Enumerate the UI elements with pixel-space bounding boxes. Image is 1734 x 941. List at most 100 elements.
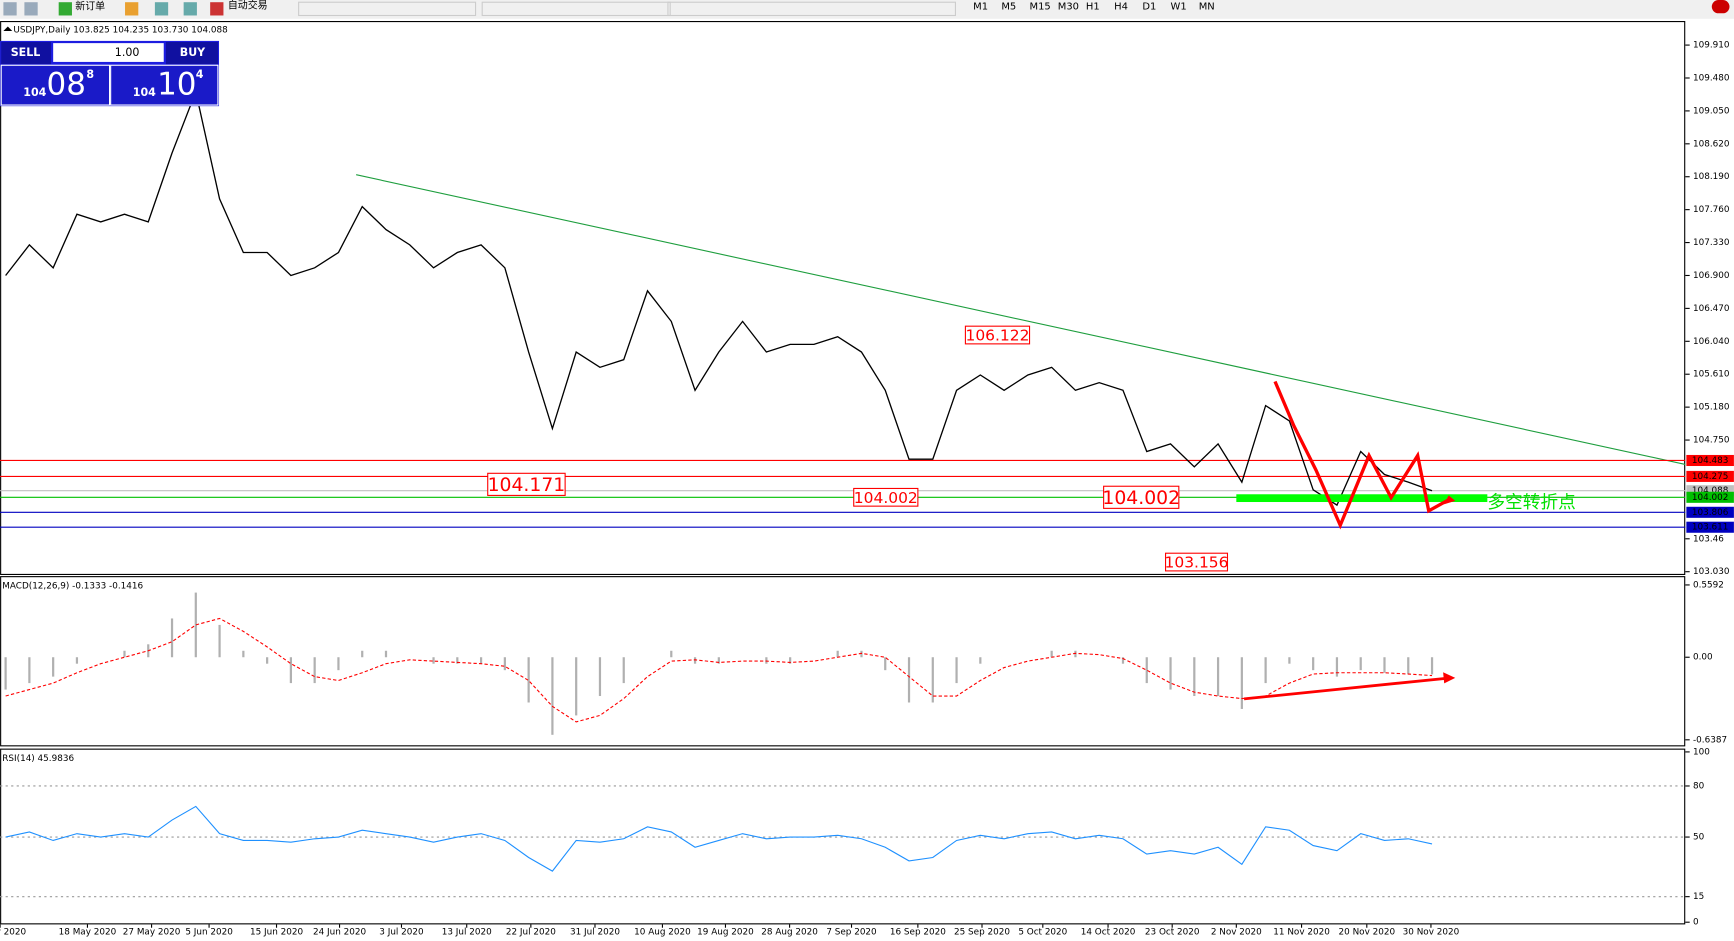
y-tick-label: 108.190 [1693,172,1730,182]
x-tick-label: 11 Nov 2020 [1273,928,1330,938]
ask-box[interactable] [110,64,219,106]
y-tick-label: 109.050 [1693,106,1730,116]
macd-bar [598,657,602,697]
macd-bar [28,657,31,684]
macd-bar [1193,657,1196,697]
macd-bar [1145,657,1148,684]
toolbar-icons[interactable] [667,1,957,17]
x-tick-label: 3 Jul 2020 [379,928,424,938]
alert-icon[interactable] [1711,0,1730,14]
timeframe[interactable]: M30 [1058,2,1079,13]
x-tick-label: 24 Jun 2020 [313,928,366,938]
x-tick-label: 28 Aug 2020 [761,928,818,938]
level-tag [1686,491,1734,503]
icon[interactable] [58,2,72,16]
x-tick-label: 20 Nov 2020 [1339,928,1396,938]
buy-button[interactable] [165,42,218,65]
bid-big: 104 [23,86,46,99]
macd-bar [337,657,340,671]
macd-bar [170,618,174,658]
macd-bar [693,657,697,664]
macd-title: MACD(12,26,9) -0.1333 -0.1416 [2,582,143,592]
x-tick-label: 7 Sep 2020 [826,928,877,938]
macd-bar [1240,657,1243,709]
sell-button[interactable] [1,42,51,65]
toolbar-button[interactable]: 自动交易 [228,0,268,12]
y-tick-label: 104.750 [1693,436,1730,446]
price-annotation-box [487,472,566,496]
x-tick-label: 22 Jul 2020 [506,928,556,938]
macd-bar [884,657,887,671]
timeframe[interactable]: H4 [1114,2,1128,13]
macd-bar [289,657,293,684]
icon[interactable] [125,2,139,16]
timeframe[interactable]: M15 [1030,2,1051,13]
macd-bar [313,657,316,684]
price-line [5,89,1433,507]
toolbar [0,0,1734,19]
timeframe[interactable]: W1 [1171,2,1187,13]
trade-panel: SELL 1.00 BUY 104 08 8 104 10 4 [0,40,220,107]
timeframe[interactable]: H1 [1086,2,1100,13]
y-tick-label: 106.470 [1693,304,1730,314]
y-tick-label: 0 [1693,918,1699,928]
y-tick-label: 106.040 [1693,337,1730,347]
macd-bar [789,657,792,664]
macd-bar [1407,657,1410,675]
arrow-head [1444,495,1456,505]
icon[interactable] [24,2,38,16]
level-label: 104.088 [1692,486,1729,496]
macd-bar [670,650,673,658]
macd-bar [1216,657,1220,697]
icon[interactable] [154,2,169,16]
rsi-line [5,805,1433,872]
y-tick-label: 108.620 [1693,139,1730,149]
timeframe[interactable]: D1 [1142,2,1156,13]
trend-line [356,174,1686,465]
price-annotation: 106.122 [965,327,1029,345]
toolbar-button[interactable]: 新订单 [75,0,105,13]
bid-box[interactable] [0,64,111,106]
ask-small: 4 [196,68,204,81]
level-tag [1686,485,1734,497]
y-tick-label: 109.910 [1693,41,1730,51]
x-tick-label: 5 Oct 2020 [1018,928,1067,938]
timeframe[interactable]: M5 [1001,2,1016,13]
x-tick-label: 25 Sep 2020 [954,928,1010,938]
macd-bar [931,657,934,703]
turn-zone [1236,494,1488,503]
toolbar-icons[interactable] [298,1,477,17]
turn-note: 多空转折点 [1487,492,1575,513]
icon[interactable] [210,2,224,16]
macd-bar [1359,657,1362,671]
price-annotation-box [1165,552,1229,572]
y-tick-label: 0.00 [1693,653,1713,663]
sell-label: SELL [11,46,41,59]
y-tick-label: 50 [1693,833,1705,843]
icon[interactable] [183,2,197,16]
y-tick-label: 107.760 [1693,205,1730,215]
timeframe[interactable]: M1 [973,2,988,13]
macd-bar [123,650,126,658]
macd-bar [1288,657,1291,664]
toolbar-icons[interactable] [481,1,671,17]
level-label: 103.611 [1692,523,1729,533]
icon[interactable] [3,2,17,16]
x-tick-label: 5 Jun 2020 [185,928,233,938]
macd-bar [955,657,958,684]
level-label: 104.483 [1692,456,1729,466]
timeframe[interactable]: MN [1199,2,1215,13]
price-annotation: 104.171 [488,475,566,496]
macd-bar [717,657,720,664]
macd-bar [860,650,863,658]
macd-bar [1312,657,1315,671]
lot-input[interactable] [53,43,164,62]
macd-bar [1050,650,1053,658]
price-annotation: 104.002 [854,489,918,507]
bid-mid: 08 [47,67,86,103]
macd-bar [1383,657,1386,673]
macd-bar [575,657,578,716]
macd-bar [1074,650,1077,658]
